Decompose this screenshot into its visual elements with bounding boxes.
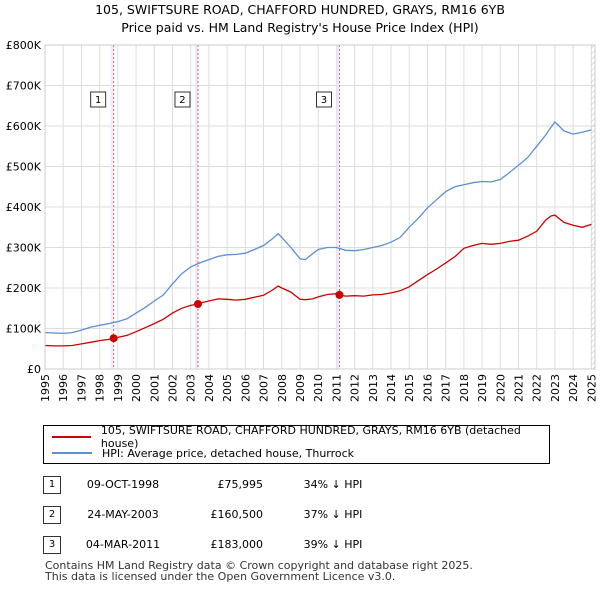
sale-label-number: 2 — [179, 95, 185, 106]
y-tick-label: £400K — [6, 201, 42, 214]
transaction-hpi-diff: 39% ↓ HPI — [303, 538, 363, 551]
attribution-line-2: This data is licensed under the Open Gov… — [45, 570, 396, 583]
x-tick-label: 2002 — [166, 374, 179, 402]
y-tick-label: £600K — [6, 120, 42, 133]
legend-label-property: 105, SWIFTSURE ROAD, CHAFFORD HUNDRED, G… — [100, 424, 521, 450]
y-tick-label: £500K — [6, 161, 42, 174]
chart-title: 105, SWIFTSURE ROAD, CHAFFORD HUNDRED, G… — [95, 2, 505, 17]
x-tick-label: 1995 — [39, 374, 52, 402]
legend-label-hpi: HPI: Average price, detached house, Thur… — [102, 446, 355, 460]
sale-point — [109, 334, 118, 343]
x-tick-label: 2000 — [130, 374, 143, 402]
table-row: 3 04-MAR-2011 £183,000 39% ↓ HPI — [43, 536, 543, 556]
y-tick-label: £0 — [27, 363, 41, 376]
sale-label-number: 3 — [321, 95, 327, 106]
x-tick-label: 2021 — [513, 374, 526, 402]
y-tick-label: £700K — [6, 80, 42, 93]
x-tick-label: 2006 — [239, 374, 252, 402]
x-tick-label: 2022 — [531, 374, 544, 402]
x-tick-label: 1999 — [112, 374, 125, 402]
x-tick-label: 2011 — [330, 374, 343, 402]
sale-point — [193, 299, 202, 308]
transaction-number: 3 — [43, 536, 61, 554]
x-tick-label: 2014 — [385, 374, 398, 402]
legend-item-hpi: HPI: Average price, detached house, Thur… — [52, 445, 354, 461]
price-chart: 1 2 3 £0 £100K £200K £300K £400K £500K £600K £700… — [6, 39, 599, 402]
chart-legend: 105, SWIFTSURE ROAD, CHAFFORD HUNDRED, G… — [43, 424, 550, 464]
x-tick-label: 2007 — [258, 374, 271, 402]
x-tick-label: 2018 — [458, 374, 471, 402]
sale-band — [194, 45, 198, 369]
legend-swatch-property — [52, 436, 91, 438]
x-tick-label: 2005 — [221, 374, 234, 402]
x-tick-label: 2024 — [567, 374, 580, 402]
x-tick-label: 2019 — [476, 374, 489, 402]
x-tick-label: 1996 — [57, 374, 70, 402]
sale-label-box — [315, 91, 332, 108]
transaction-hpi-diff: 34% ↓ HPI — [303, 478, 363, 491]
attribution-line-1: Contains HM Land Registry data © Crown c… — [45, 559, 473, 572]
x-tick-label: 2010 — [312, 374, 325, 402]
plot-frame — [44, 44, 596, 370]
sale-label-box — [90, 91, 107, 108]
attribution-footer: Contains HM Land Registry data © Crown c… — [45, 560, 473, 582]
x-tick-label: 2017 — [440, 374, 453, 402]
x-tick-label: 2015 — [403, 374, 416, 402]
y-tick-label: £200K — [6, 282, 42, 295]
x-tick-label: 1997 — [75, 374, 88, 402]
transaction-number: 2 — [43, 506, 61, 524]
x-tick-label: 2012 — [349, 374, 362, 402]
transaction-price: £160,500 — [210, 508, 264, 521]
property-series-line — [44, 214, 592, 347]
x-tick-label: 2003 — [185, 374, 198, 402]
transaction-date: 04-MAR-2011 — [85, 538, 161, 551]
legend-swatch-hpi — [52, 452, 92, 454]
legend-item-property: 105, SWIFTSURE ROAD, CHAFFORD HUNDRED, G… — [52, 424, 549, 450]
table-row: 2 24-MAY-2003 £160,500 37% ↓ HPI — [43, 506, 543, 526]
sale-label-box — [174, 91, 191, 108]
y-tick-label: £100K — [6, 323, 42, 336]
table-row: 1 09-OCT-1998 £75,995 34% ↓ HPI — [43, 476, 543, 496]
x-tick-label: 2009 — [294, 374, 307, 402]
x-tick-label: 2023 — [549, 374, 562, 402]
x-tick-label: 2001 — [148, 374, 161, 402]
x-tick-label: 2013 — [367, 374, 380, 402]
transaction-date: 09-OCT-1998 — [86, 478, 160, 491]
x-tick-label: 2008 — [276, 374, 289, 402]
x-tick-label: 2025 — [585, 374, 598, 402]
transaction-price: £75,995 — [217, 478, 264, 491]
transaction-number: 1 — [43, 476, 61, 494]
x-tick-label: 2020 — [494, 374, 507, 402]
sale-point — [335, 290, 344, 299]
x-tick-label: 1998 — [94, 374, 107, 402]
sale-band — [336, 45, 340, 369]
hpi-series-line — [44, 121, 592, 335]
future-hatch — [591, 45, 595, 369]
y-tick-label: £300K — [6, 242, 42, 255]
sale-band — [110, 45, 114, 369]
transaction-date: 24-MAY-2003 — [87, 508, 159, 521]
x-tick-label: 2016 — [421, 374, 434, 402]
y-tick-label: £800K — [6, 39, 42, 52]
transaction-price: £183,000 — [210, 538, 264, 551]
chart-subtitle: Price paid vs. HM Land Registry's House … — [121, 20, 479, 35]
x-tick-label: 2004 — [203, 374, 216, 402]
transaction-hpi-diff: 37% ↓ HPI — [303, 508, 363, 521]
sale-label-number: 1 — [95, 95, 101, 106]
